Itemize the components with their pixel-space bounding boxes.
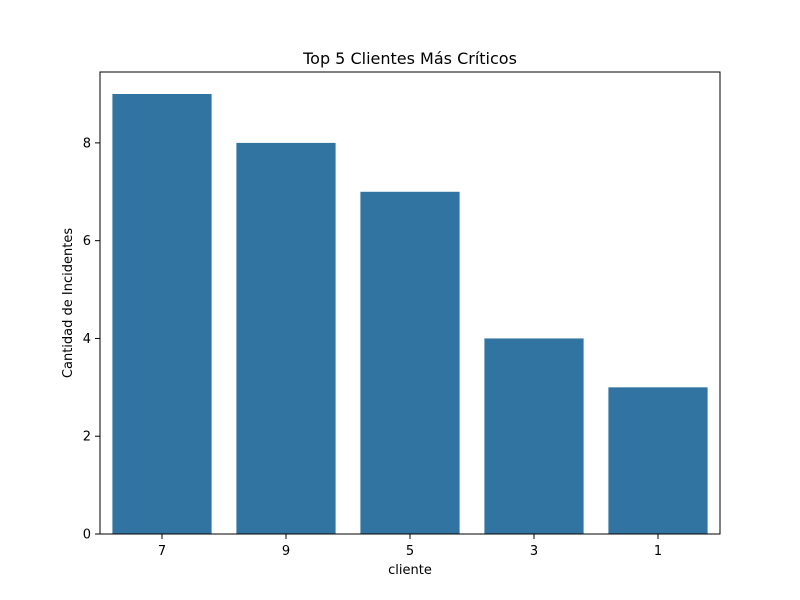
y-tick-label: 8 — [83, 136, 91, 151]
x-tick-label: 7 — [158, 544, 166, 559]
bars-group — [112, 94, 708, 534]
y-tick-label: 2 — [83, 430, 91, 445]
y-tick-label: 4 — [83, 332, 91, 347]
bar-cliente-5 — [360, 191, 460, 534]
y-axis: 0 2 4 6 8 — [83, 136, 100, 543]
x-axis-label: cliente — [388, 563, 432, 578]
x-axis: 7 9 5 3 1 — [158, 534, 662, 559]
y-axis-label: Cantidad de Incidentes — [61, 228, 76, 378]
bar-cliente-7 — [112, 94, 212, 534]
x-tick-label: 9 — [282, 544, 290, 559]
bar-cliente-1 — [608, 387, 708, 534]
x-tick-label: 1 — [654, 544, 662, 559]
bar-cliente-3 — [484, 338, 584, 534]
y-tick-label: 6 — [83, 234, 91, 249]
x-tick-label: 3 — [530, 544, 538, 559]
chart-title: Top 5 Clientes Más Críticos — [302, 49, 517, 68]
bar-cliente-9 — [236, 142, 336, 534]
y-tick-label: 0 — [83, 528, 91, 543]
x-tick-label: 5 — [406, 544, 414, 559]
